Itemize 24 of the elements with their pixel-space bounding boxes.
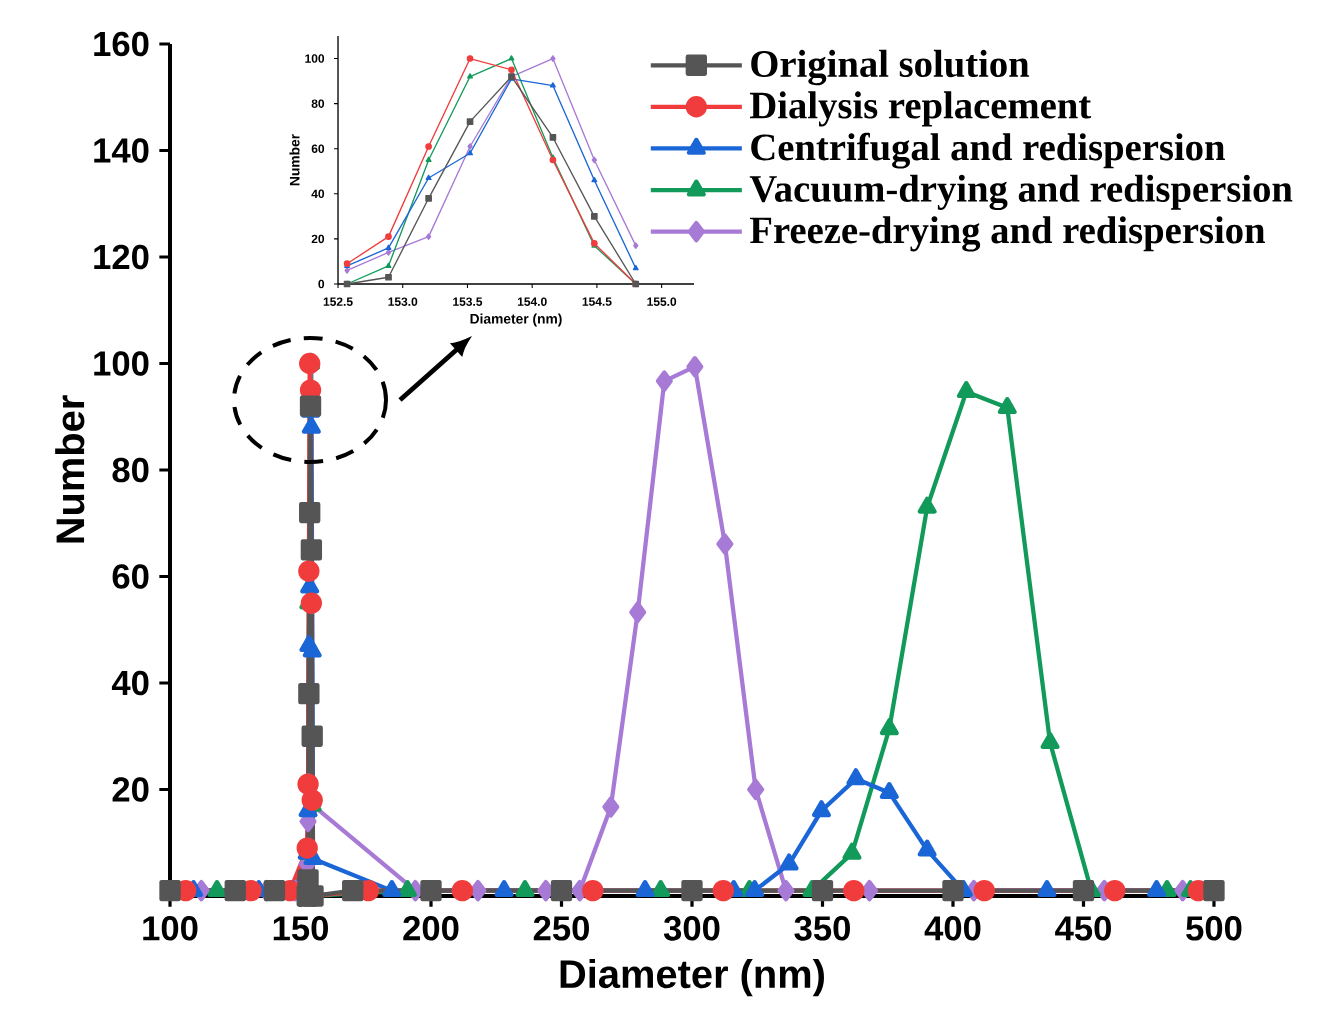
x-tick-label: 500 bbox=[1186, 916, 1242, 941]
y-axis-title: Number bbox=[55, 395, 85, 543]
x-tick-label: 200 bbox=[403, 916, 459, 941]
x-tick-label: 250 bbox=[533, 916, 589, 941]
y-tick-label: 80 bbox=[112, 457, 149, 483]
y-tick-label: 40 bbox=[111, 670, 149, 696]
x-tick-label: 300 bbox=[663, 916, 720, 941]
x-tick-label: 450 bbox=[1055, 916, 1111, 941]
y-tick-label: 120 bbox=[94, 244, 149, 270]
x-axis-title: Diameter (nm) bbox=[560, 958, 824, 997]
x-tick-label: 350 bbox=[794, 916, 850, 941]
x-tick-label: 400 bbox=[924, 916, 981, 941]
y-tick-label: 100 bbox=[94, 351, 149, 376]
legend-label: Original solution bbox=[751, 49, 1030, 86]
y-tick-label: 20 bbox=[112, 777, 149, 802]
legend-label: Freeze-drying and redispersion bbox=[749, 216, 1265, 252]
legend-label: Dialysis replacement bbox=[749, 91, 1092, 127]
y-tick-label: 160 bbox=[94, 31, 149, 57]
x-tick-label: 150 bbox=[273, 916, 328, 941]
y-tick-label: 60 bbox=[112, 564, 149, 589]
legend-label: Centrifugal and redispersion bbox=[751, 132, 1225, 169]
x-tick-label: 100 bbox=[143, 916, 198, 941]
legend-label: Vacuum-drying and redispersion bbox=[749, 174, 1293, 211]
y-tick-label: 140 bbox=[94, 138, 149, 163]
